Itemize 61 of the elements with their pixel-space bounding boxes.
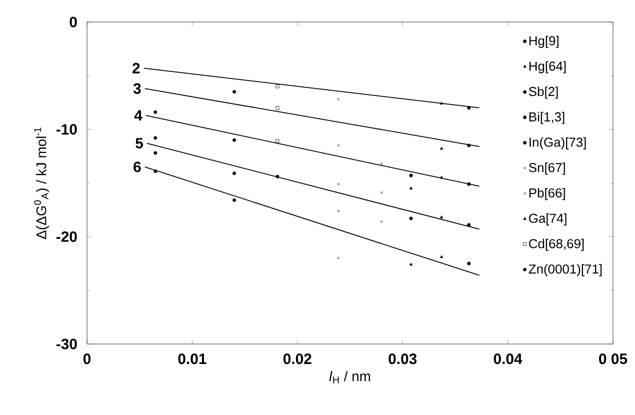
point [337, 256, 340, 260]
series-label: 3 [133, 83, 141, 94]
y-tick-label: -10 [56, 124, 77, 135]
point [154, 169, 158, 173]
point [337, 98, 340, 101]
point [232, 172, 236, 176]
point [380, 191, 383, 194]
point [276, 106, 280, 110]
series-label: 2 [132, 62, 140, 74]
point [154, 151, 158, 155]
point [467, 223, 471, 227]
x-tick-label: 0.01 [178, 354, 206, 364]
point [154, 110, 158, 114]
point [380, 162, 383, 166]
legend-label: Bi[1,3] [529, 112, 564, 124]
point [276, 84, 280, 88]
series-label: 6 [134, 162, 141, 172]
y-tick-label: 0 [70, 16, 77, 28]
point [440, 102, 444, 105]
legend-label: Hg[64] [529, 61, 566, 74]
point [154, 136, 158, 140]
y-tick-label: -20 [56, 231, 77, 242]
legend-label: Hg[9] [529, 36, 558, 48]
point [440, 216, 444, 218]
x-tick-label: 0.04 [494, 354, 522, 364]
point [467, 144, 471, 148]
point [440, 176, 444, 179]
point [409, 216, 413, 220]
point [467, 106, 471, 110]
point [232, 138, 236, 142]
point [467, 262, 471, 266]
legend-label: Sn[67] [529, 162, 565, 175]
point [337, 182, 340, 186]
series-label: 4 [134, 110, 142, 121]
legend-label: Zn(0001)[71] [528, 264, 602, 276]
legend-label: Pb[66] [529, 188, 565, 200]
point [440, 146, 444, 150]
point [409, 262, 413, 266]
point [440, 255, 444, 258]
x-tick-label: 0.03 [388, 354, 417, 364]
legend-label: Sb[2] [529, 86, 558, 99]
point [409, 186, 413, 190]
point [232, 90, 236, 94]
legend-label: In(Ga)[73] [530, 137, 586, 150]
x-axis-title: l$_{H}$ / nm [329, 370, 370, 384]
legend-label: Ga[74] [529, 213, 566, 226]
y-axis-title: Δ(ΔG$^{0}$$_{A}$) / kJ mol$^{-1}$ [34, 128, 50, 239]
point [409, 174, 413, 178]
point [380, 220, 383, 223]
legend-label: Cd[68,69] [529, 238, 584, 251]
y-tick-label: -30 [56, 338, 77, 350]
point [337, 144, 340, 147]
x-tick-label: 0.02 [283, 354, 312, 364]
x-tick-label: 0 05 [599, 354, 628, 364]
point [276, 139, 280, 143]
point [276, 174, 280, 178]
series-label: 5 [136, 138, 144, 148]
point [467, 182, 471, 186]
point [337, 210, 340, 212]
x-tick-label: 0 [83, 354, 91, 364]
point [232, 198, 236, 202]
